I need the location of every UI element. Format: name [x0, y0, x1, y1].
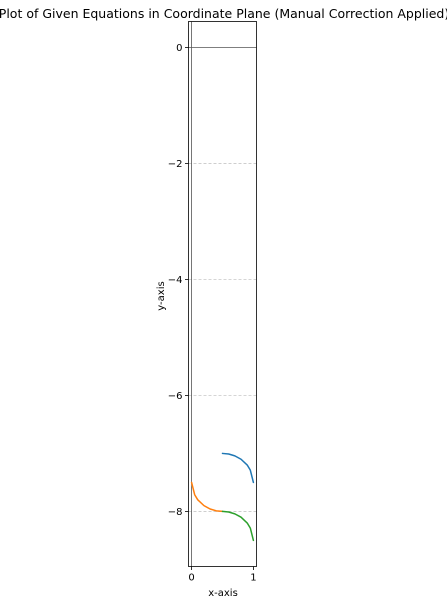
- series-line-1: [221, 452, 255, 484]
- x-tick-label: 0: [188, 573, 194, 584]
- x-axis-label: x-axis: [208, 588, 238, 599]
- y-tick-label: −4: [168, 275, 183, 286]
- y-tick-label: −8: [168, 507, 183, 518]
- series-layer: [190, 452, 255, 542]
- y-tick-label: 0: [176, 43, 182, 54]
- series-line-3: [221, 510, 255, 542]
- reference-line-layer: [188, 21, 257, 567]
- y-tick-label: −6: [168, 391, 183, 402]
- y-tick-layer: 0 −2 −4 −6 −8: [168, 43, 189, 518]
- plot-frame: [188, 21, 257, 567]
- y-axis-label: y-axis: [156, 281, 167, 310]
- x-tick-label: 1: [250, 573, 256, 584]
- y-tick-label: −2: [168, 159, 183, 170]
- chart-title: Plot of Given Equations in Coordinate Pl…: [0, 6, 447, 21]
- grid-layer: [188, 163, 257, 512]
- series-line-2: [190, 481, 224, 513]
